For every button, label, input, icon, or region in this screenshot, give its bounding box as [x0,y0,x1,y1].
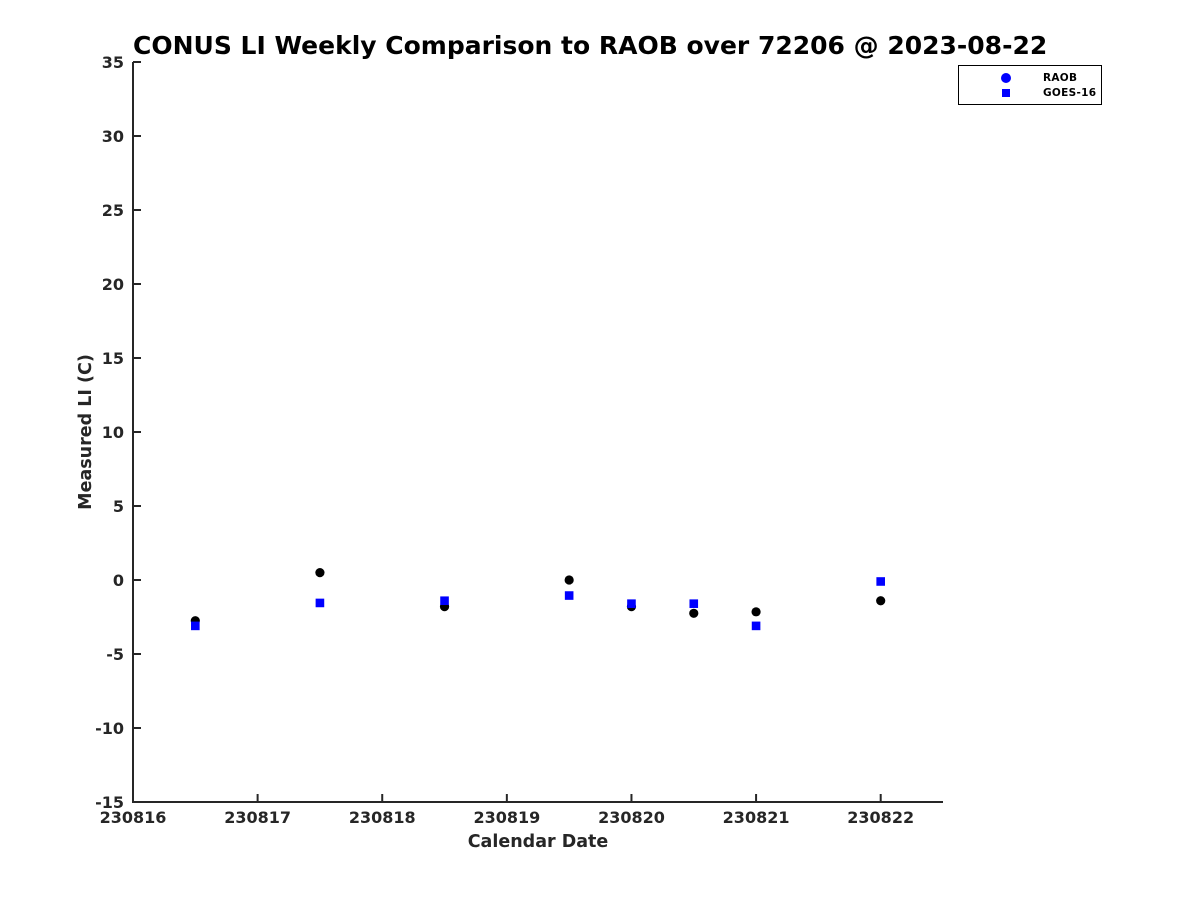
x-tick-label: 230819 [473,808,540,827]
x-tick-label: 230822 [847,808,914,827]
data-point-raob [876,596,886,606]
data-point-goes-16 [689,599,699,608]
y-tick-label: 0 [113,571,124,590]
data-point-goes-16 [440,596,449,606]
y-tick-label: 10 [102,423,124,442]
legend: RAOB GOES-16 [958,65,1102,105]
x-tick-label: 230817 [224,808,291,827]
chart-title: CONUS LI Weekly Comparison to RAOB over … [133,31,1048,60]
y-axis-label: Measured LI (C) [76,354,96,510]
data-point-raob [564,575,574,585]
y-tick-label: 15 [102,349,124,368]
y-tick-label: 35 [102,53,124,72]
legend-label-raob: RAOB [1043,71,1078,84]
legend-label-goes-16: GOES-16 [1043,86,1097,99]
data-point-raob [315,568,325,578]
data-point-goes-16 [876,577,885,586]
data-point-goes-16 [627,599,636,608]
y-tick-label: -15 [95,793,124,812]
data-point-raob [689,608,699,618]
data-point-goes-16 [191,621,200,631]
x-tick-label: 230820 [598,808,665,827]
legend-item-goes-16: GOES-16 [959,86,1101,100]
y-tick-label: 20 [102,275,124,294]
y-tick-label: -10 [95,719,124,738]
x-tick-label: 230816 [100,808,167,827]
data-point-goes-16 [315,598,325,608]
y-tick-label: 5 [113,497,124,516]
data-point-goes-16 [564,591,574,600]
raob-circle-marker-icon [1001,72,1011,83]
goes-16-square-marker-icon [1002,88,1010,97]
x-tick-label: 230821 [723,808,790,827]
y-tick-label: 30 [102,127,124,146]
data-point-goes-16 [751,621,761,631]
x-axis-label: Calendar Date [467,832,609,852]
y-tick-label: 25 [102,201,124,220]
legend-item-raob: RAOB [959,71,1101,85]
y-tick-label: -5 [106,645,124,664]
x-tick-label: 230818 [349,808,416,827]
data-point-raob [751,607,761,617]
